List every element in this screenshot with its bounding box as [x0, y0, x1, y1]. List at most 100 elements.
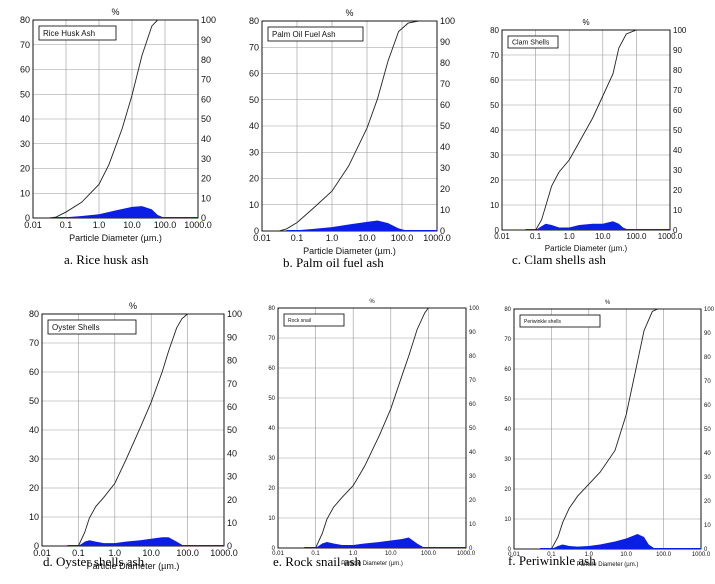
x-tick-label: 1000.0: [184, 220, 212, 230]
x-axis-label: Particle Diameter (µm.): [341, 561, 403, 567]
y-tick-label-right: 50: [469, 426, 476, 432]
y-tick-label-right: 20: [673, 186, 682, 195]
x-tick-label: 1.0: [326, 233, 339, 243]
y-tick-label-left: 40: [20, 114, 30, 124]
y-tick-label-right: 80: [440, 58, 450, 68]
x-tick-label: 100.0: [421, 551, 437, 557]
y-tick-label-right: 30: [673, 166, 682, 175]
y-tick-label-left: 50: [20, 89, 30, 99]
y-tick-label-right: 0: [704, 547, 708, 553]
y-tick-label-right: 0: [440, 226, 445, 236]
y-tick-label-right: 90: [440, 37, 450, 47]
y-tick-label-right: 100: [440, 16, 455, 26]
x-axis-label: Particle Diameter (µm.): [87, 561, 180, 571]
x-tick-label: 100.0: [391, 233, 414, 243]
y-tick-label-right: 0: [201, 213, 206, 223]
y-tick-label-left: 10: [249, 200, 259, 210]
y-tick-label-right: 40: [704, 451, 711, 457]
x-tick-label: 0.01: [253, 233, 271, 243]
legend-label: Clam Shells: [512, 40, 550, 47]
y-tick-label-left: 70: [249, 42, 259, 52]
x-tick-label: 10.0: [620, 552, 632, 558]
x-tick-label: 1000.0: [692, 552, 711, 558]
frequency-area: [286, 220, 409, 231]
y-tick-label-left: 0: [272, 546, 276, 552]
x-axis-label: Particle Diameter (µm.): [303, 246, 396, 256]
legend-box: [507, 35, 559, 49]
chart-panel-a: 0102030405060708001020304050607080901000…: [20, 7, 216, 243]
y-tick-label-right: 0: [469, 546, 473, 552]
cumulative-line: [77, 313, 224, 547]
y-tick-label-right: 40: [227, 448, 237, 458]
cumulative-line: [278, 20, 437, 232]
y-tick-label-right: 40: [469, 450, 476, 456]
y-tick-label-right: 30: [704, 475, 711, 481]
y-tick-label-right: 30: [227, 472, 237, 482]
y-tick-label-right: 0: [227, 541, 232, 551]
y-tick-label-left: 20: [490, 176, 499, 185]
y-tick-label-left: 40: [504, 427, 511, 433]
y-tick-label-left: 60: [504, 367, 511, 373]
panel-caption: a. Rice husk ash: [64, 252, 149, 267]
legend-box: [267, 26, 364, 42]
y-tick-label-right: 20: [704, 499, 711, 505]
x-axis-label: Particle Diameter (µm.): [69, 233, 162, 243]
frequency-area: [56, 206, 165, 218]
y-tick-label-right: 60: [227, 402, 237, 412]
y-tick-label-right: 60: [704, 403, 711, 409]
x-tick-label: 10.0: [142, 548, 160, 558]
y-tick-label-right: 60: [673, 106, 682, 115]
legend-box: [38, 25, 117, 41]
y-tick-label-right: 80: [469, 354, 476, 360]
x-tick-label: 1.0: [93, 220, 106, 230]
y-tick-label-left: 70: [20, 40, 30, 50]
y-tick-label-left: 0: [254, 226, 259, 236]
x-tick-label: 1000.0: [457, 551, 476, 557]
legend: Clam Shells: [507, 35, 559, 49]
y-tick-label-right: 90: [673, 46, 682, 55]
x-tick-label: 10.0: [595, 232, 611, 241]
y-tick-label-left: 30: [268, 456, 275, 462]
y-tick-label-left: 0: [25, 213, 30, 223]
y-tick-label-left: 20: [249, 174, 259, 184]
y-tick-label-right: 40: [201, 134, 211, 144]
x-axis-label: Particle Diameter (µm.): [545, 244, 628, 253]
chart-title: %: [369, 299, 375, 305]
panel-caption: d. Oyster shells ash: [43, 554, 145, 569]
y-tick-label-right: 90: [704, 331, 711, 337]
y-tick-label-right: 30: [201, 154, 211, 164]
x-tick-label: 1.0: [109, 548, 122, 558]
x-tick-label: 10.0: [385, 551, 397, 557]
y-tick-label-right: 50: [673, 126, 682, 135]
legend-label: Periwinkle shells: [524, 319, 561, 325]
x-tick-label: 100.0: [154, 220, 177, 230]
chart-title: %: [129, 301, 137, 311]
frequency-area: [78, 537, 185, 546]
panel-caption: e. Rock snail ash: [273, 554, 362, 569]
y-tick-label-right: 50: [227, 425, 237, 435]
chart-title: %: [345, 8, 353, 18]
grid: [261, 20, 438, 232]
y-tick-label-right: 10: [469, 522, 476, 528]
grid: [32, 19, 199, 219]
y-tick-label-left: 40: [249, 121, 259, 131]
y-tick-label-left: 30: [490, 151, 499, 160]
y-tick-label-left: 80: [249, 16, 259, 26]
x-tick-label: 0.01: [33, 548, 51, 558]
y-tick-label-right: 80: [673, 66, 682, 75]
cumulative-line: [315, 307, 466, 549]
legend-box: [519, 314, 601, 328]
y-tick-label-left: 60: [20, 65, 30, 75]
y-tick-label-right: 20: [201, 174, 211, 184]
panel-caption: f. Periwinkle ash: [508, 553, 596, 568]
y-tick-label-right: 20: [227, 495, 237, 505]
x-tick-label: 1000.0: [210, 548, 238, 558]
y-tick-label-left: 30: [20, 139, 30, 149]
y-tick-label-left: 80: [268, 306, 275, 312]
x-tick-label: 0.01: [272, 551, 284, 557]
y-tick-label-right: 70: [227, 379, 237, 389]
y-tick-label-left: 30: [504, 457, 511, 463]
y-tick-label-left: 80: [504, 307, 511, 313]
y-tick-label-right: 50: [201, 114, 211, 124]
